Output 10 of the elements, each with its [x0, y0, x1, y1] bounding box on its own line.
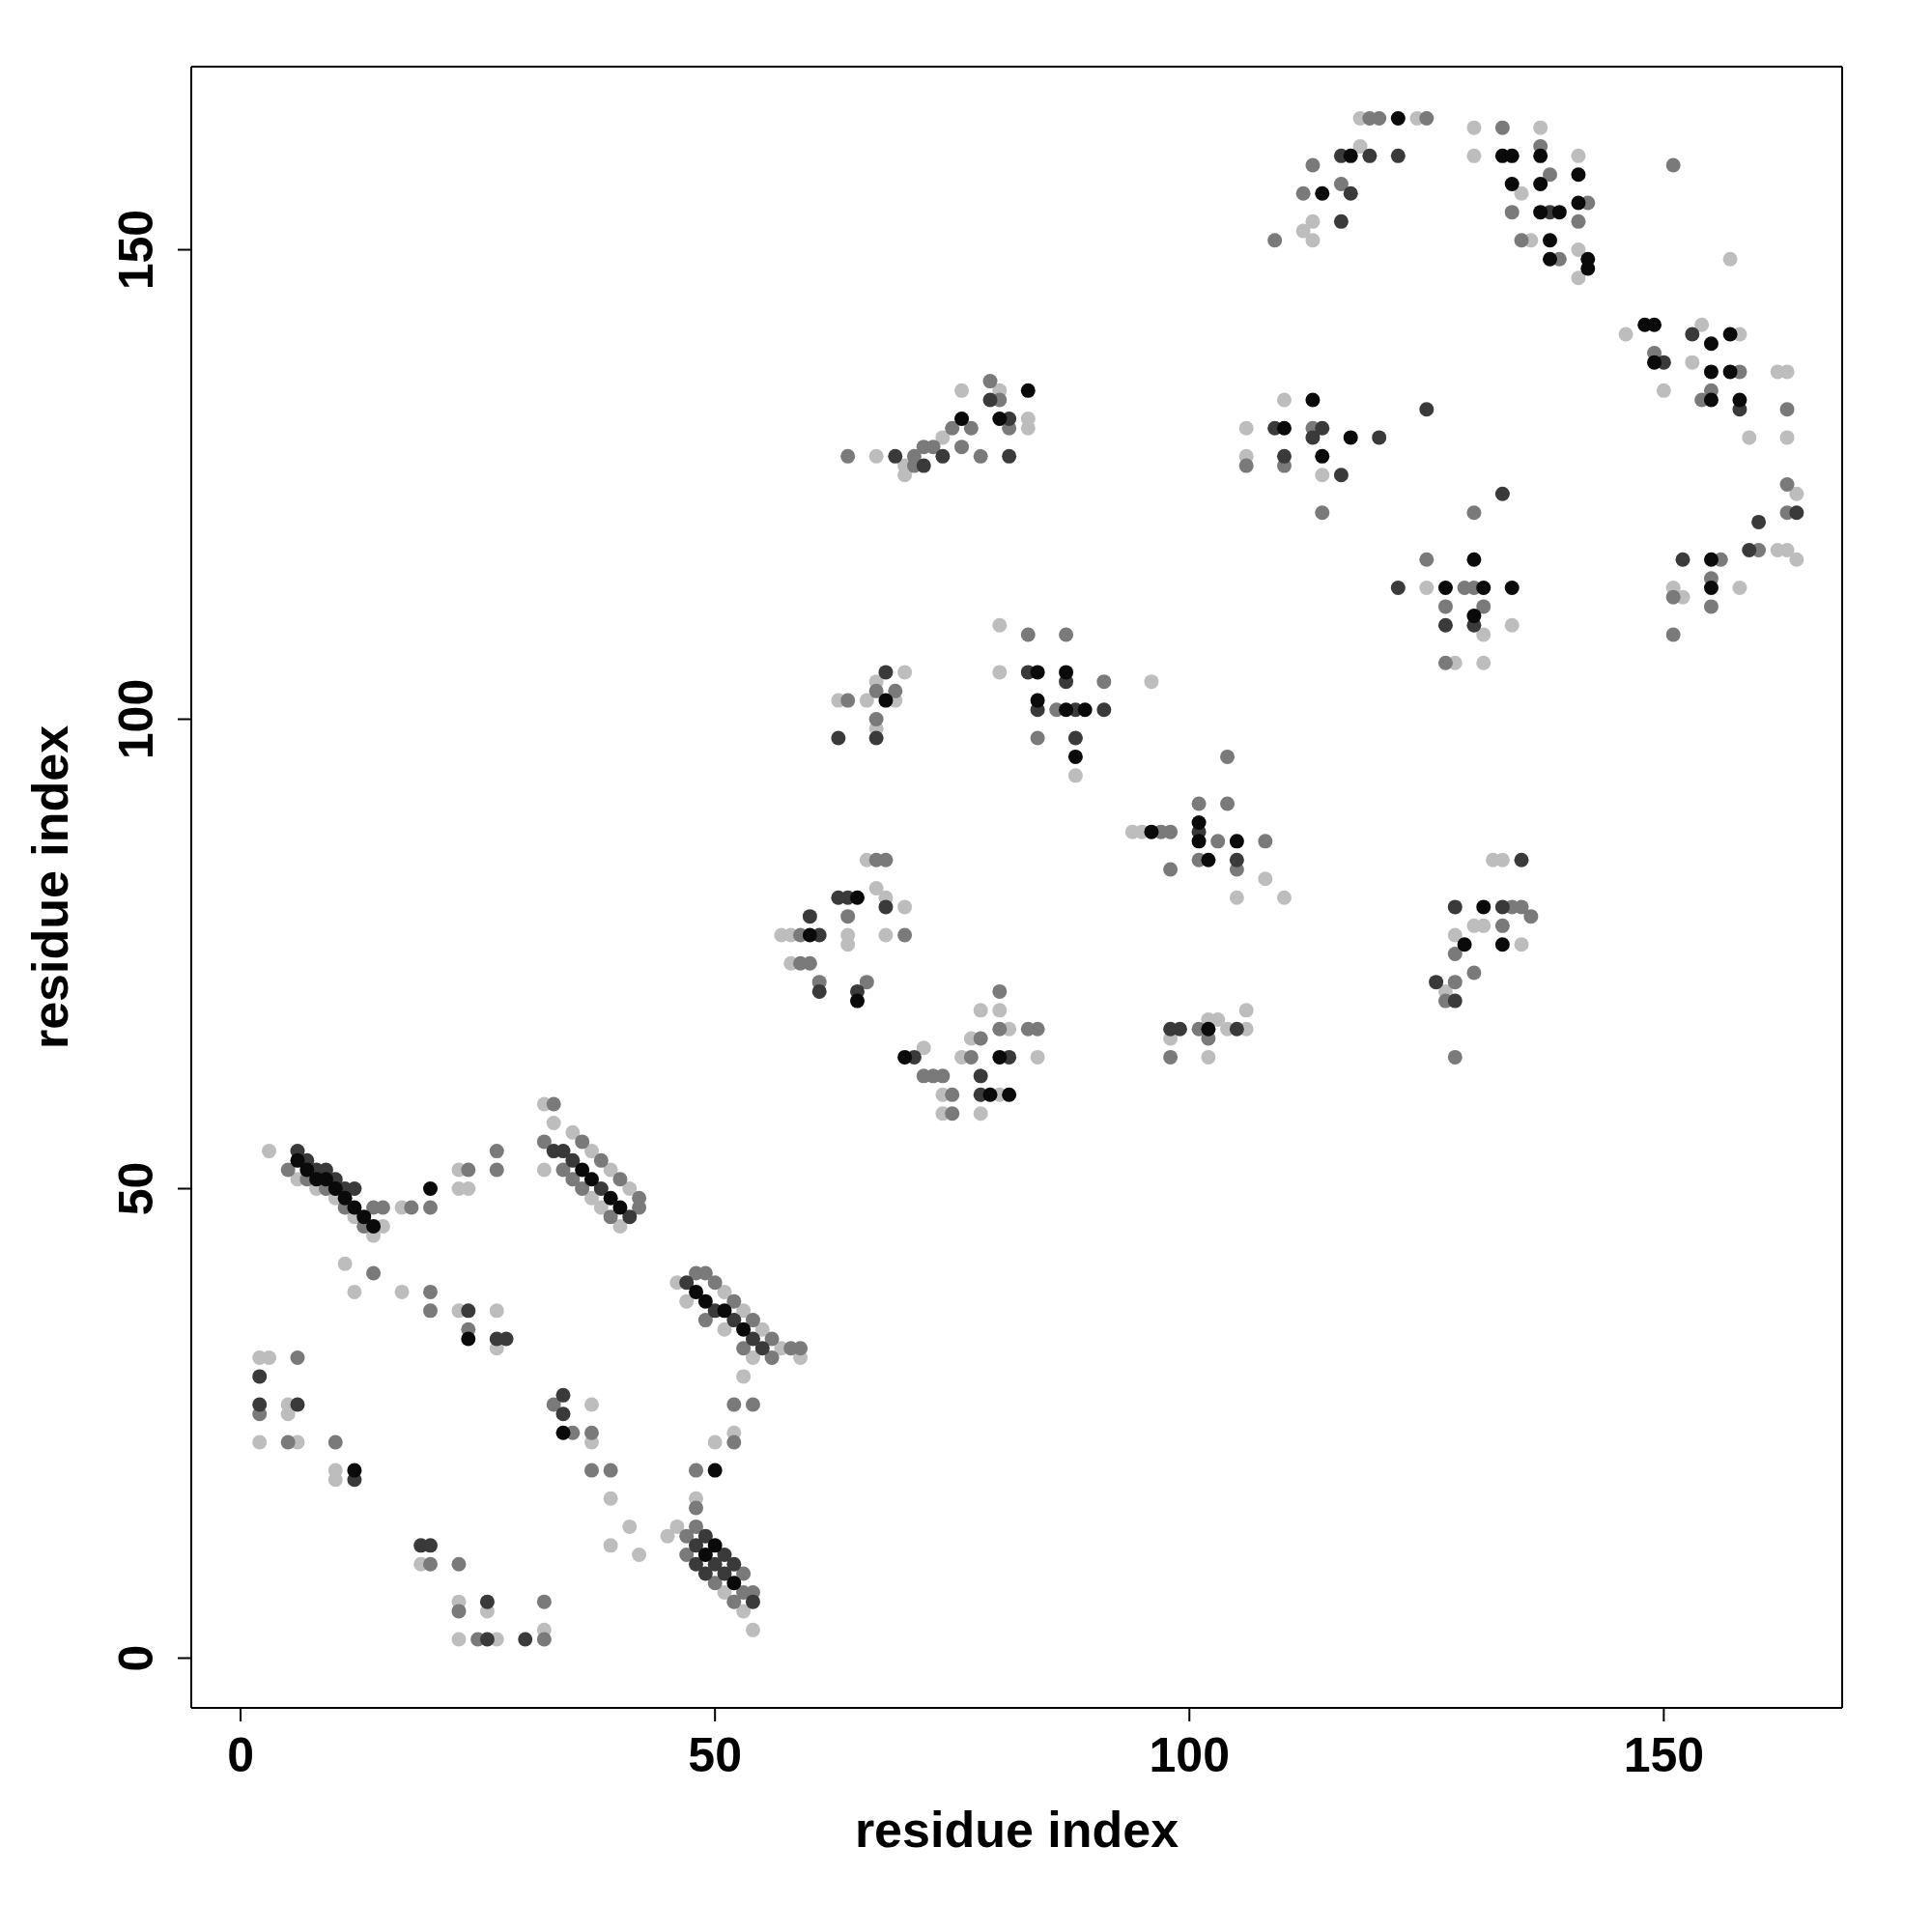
- x-tick-label: 50: [688, 1727, 742, 1782]
- x-tick-label: 0: [227, 1727, 254, 1782]
- y-tick-label: 0: [109, 1644, 163, 1672]
- y-tick-label: 150: [109, 209, 163, 291]
- x-tick-label: 150: [1623, 1727, 1705, 1782]
- y-axis-title: residue index: [22, 724, 79, 1050]
- x-tick-label: 100: [1149, 1727, 1230, 1782]
- y-tick-label: 100: [109, 678, 163, 760]
- y-tick-label: 50: [109, 1161, 163, 1216]
- x-axis-title: residue index: [854, 1802, 1179, 1858]
